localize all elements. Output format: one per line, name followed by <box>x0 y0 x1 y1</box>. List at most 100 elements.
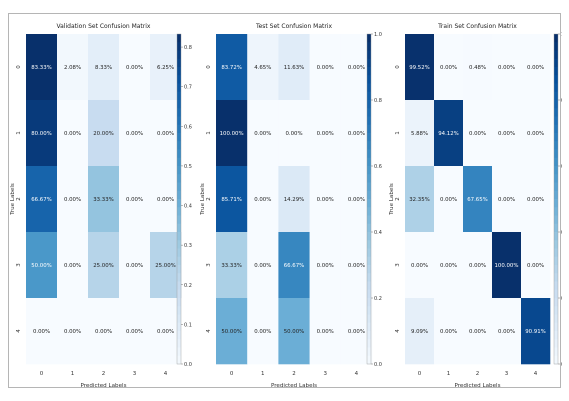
cell-value-label: 5.88% <box>411 131 428 137</box>
heatmap-cell <box>463 100 493 167</box>
heatmap-cell <box>88 298 120 365</box>
y-tick-label: 2 <box>395 197 401 201</box>
colorbar-segment <box>177 133 181 142</box>
cell-value-label: 0.00% <box>254 197 271 203</box>
heatmap-cell <box>492 34 522 101</box>
cell-value-label: 25.00% <box>93 263 114 269</box>
colorbar-segment <box>177 83 181 93</box>
colorbar-segment <box>177 67 181 76</box>
colorbar-segment <box>554 133 558 142</box>
colorbar-segment <box>367 331 371 340</box>
colorbar-tick-label: 0.2 <box>184 283 192 289</box>
cell-value-label: 0.00% <box>440 263 457 269</box>
colorbar-segment <box>367 199 371 208</box>
cell-value-label: 0.00% <box>498 65 515 71</box>
y-tick-label: 4 <box>206 329 212 333</box>
heatmap-cell <box>405 298 435 365</box>
cell-value-label: 0.00% <box>126 329 143 335</box>
cell-value-label: 100.00% <box>495 263 519 269</box>
heatmap-cell <box>278 34 310 101</box>
colorbar-segment <box>554 83 558 93</box>
cell-value-label: 0.00% <box>440 329 457 335</box>
colorbar-segment <box>367 100 371 109</box>
colorbar-tick-label: 0.8 <box>374 98 382 104</box>
colorbar-segment <box>554 355 558 365</box>
colorbar-segment <box>367 166 371 175</box>
heatmap-cell <box>434 34 464 101</box>
heatmap-cell <box>216 298 248 365</box>
colorbar-segment <box>367 108 371 117</box>
y-tick-label: 3 <box>16 263 22 267</box>
colorbar-segment <box>367 322 371 332</box>
heatmap-cell <box>150 100 182 167</box>
colorbar-segment <box>367 190 371 200</box>
colorbar-segment <box>554 281 558 291</box>
heatmap-cell <box>521 100 551 167</box>
heatmap-cell <box>150 232 182 299</box>
colorbar-segment <box>177 91 181 101</box>
colorbar-segment <box>367 240 371 249</box>
colorbar-segment <box>554 248 558 258</box>
heatmap-cell <box>150 34 182 101</box>
colorbar-segment <box>177 256 181 266</box>
cell-value-label: 0.48% <box>469 65 486 71</box>
colorbar-segment <box>554 232 558 241</box>
cell-value-label: 0.00% <box>285 131 302 137</box>
colorbar-segment <box>367 133 371 142</box>
x-tick-label: 3 <box>505 371 509 377</box>
cell-value-label: 0.00% <box>527 197 544 203</box>
heatmap-cell <box>26 166 58 233</box>
heatmap-cell <box>309 298 342 365</box>
heatmap-cell <box>309 100 342 167</box>
colorbar-segment <box>367 124 371 134</box>
colorbar-segment <box>367 281 371 291</box>
heatmap-cell <box>57 34 89 101</box>
heatmap-cell <box>463 298 493 365</box>
x-axis-label: Predicted Labels <box>80 383 126 389</box>
colorbar-segment <box>554 182 558 192</box>
heatmap-cell <box>150 298 182 365</box>
cell-value-label: 9.09% <box>411 329 428 335</box>
colorbar-segment <box>554 166 558 175</box>
x-tick-label: 0 <box>40 371 44 377</box>
cell-value-label: 0.00% <box>126 131 143 137</box>
heatmap-cell <box>278 232 310 299</box>
heatmap-cell <box>119 232 151 299</box>
colorbar-segment <box>554 190 558 200</box>
colorbar-segment <box>367 273 371 282</box>
colorbar-segment <box>177 116 181 126</box>
colorbar-tick-label: 0.1 <box>184 322 192 328</box>
heatmap-cell <box>405 34 435 101</box>
y-tick-label: 0 <box>395 65 401 69</box>
colorbar-tick-label: 0.7 <box>184 85 192 91</box>
colorbar-segment <box>177 223 181 233</box>
colorbar-segment <box>367 306 371 315</box>
heatmap-cell <box>119 100 151 167</box>
colorbar-segment <box>367 149 371 159</box>
colorbar-segment <box>554 116 558 126</box>
heatmap-cell <box>88 100 120 167</box>
heatmap-cell <box>521 232 551 299</box>
colorbar-segment <box>177 273 181 282</box>
cell-value-label: 8.33% <box>95 65 112 71</box>
colorbar-segment <box>367 215 371 225</box>
colorbar-segment <box>554 91 558 101</box>
colorbar-segment <box>367 182 371 192</box>
figure-frame: Validation Set Confusion Matrix 83.33% 2.0… <box>8 13 569 389</box>
colorbar-segment <box>177 248 181 258</box>
x-axis-label: Predicted Labels <box>271 383 317 389</box>
heatmap-cell <box>119 298 151 365</box>
heatmap-cell <box>88 166 120 233</box>
cell-value-label: 2.08% <box>64 65 81 71</box>
colorbar-segment <box>367 42 371 51</box>
colorbar-tick-label: 0.8 <box>561 98 562 104</box>
colorbar-segment <box>554 157 558 167</box>
colorbar-segment <box>177 75 181 84</box>
colorbar-segment <box>177 355 181 365</box>
colorbar-segment <box>554 124 558 134</box>
cell-value-label: 0.00% <box>317 263 334 269</box>
colorbar-segment <box>554 347 558 357</box>
colorbar-segment <box>177 42 181 51</box>
heatmap-cell <box>247 232 279 299</box>
heatmap-cell <box>57 232 89 299</box>
